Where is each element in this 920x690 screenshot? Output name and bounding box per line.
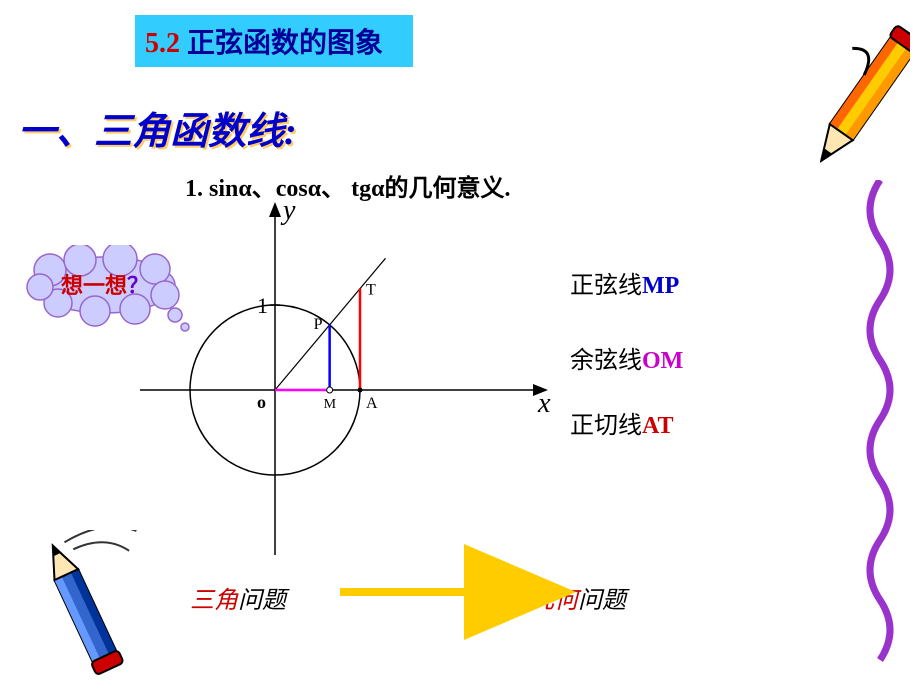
squiggle-decoration-icon [850, 180, 910, 680]
pencil-decoration-icon [20, 530, 200, 690]
